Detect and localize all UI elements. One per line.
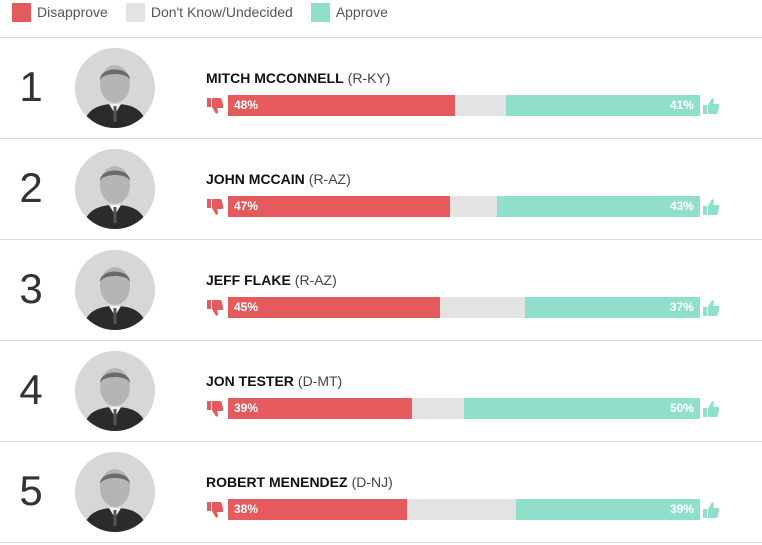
senator-row: 5 ROBERT MENENDEZ (D-NJ) 38% 39%: [0, 442, 762, 543]
legend-disapprove-label: Disapprove: [37, 4, 108, 20]
approve-segment: 39%: [515, 499, 700, 520]
approval-bar: 47% 43%: [228, 196, 700, 217]
senator-name-line: JEFF FLAKE (R-AZ): [206, 272, 337, 288]
approve-segment: 50%: [463, 398, 700, 419]
senator-party: (D-MT): [297, 373, 343, 389]
legend-undecided-label: Don't Know/Undecided: [150, 4, 293, 20]
avatar: [75, 452, 155, 532]
approve-value: 50%: [669, 401, 694, 415]
avatar: [75, 351, 155, 431]
approve-value: 39%: [669, 502, 694, 516]
approve-segment: 37%: [525, 297, 700, 318]
disapprove-segment: 38%: [228, 499, 408, 520]
legend-approve: Approve: [310, 2, 388, 22]
rank-number: 1: [19, 63, 43, 110]
disapprove-segment: 39%: [228, 398, 413, 419]
senator-row: 3 JEFF FLAKE (R-AZ) 45% 37%: [0, 240, 762, 341]
thumbs-down-icon: [206, 501, 224, 519]
senator-name: JEFF FLAKE: [206, 272, 291, 288]
disapprove-value: 38%: [234, 502, 259, 516]
undecided-segment: [454, 95, 507, 116]
approval-bar-group: 48% 41%: [206, 95, 726, 116]
rank-number: 2: [19, 164, 43, 211]
approval-bar: 39% 50%: [228, 398, 700, 419]
disapprove-segment: 47%: [228, 196, 450, 217]
approval-bar-group: 39% 50%: [206, 398, 726, 419]
thumbs-up-icon: [702, 400, 720, 418]
undecided-segment: [440, 297, 526, 318]
approve-swatch: [310, 2, 330, 22]
senator-row: 4 JON TESTER (D-MT) 39% 50%: [0, 341, 762, 442]
senator-name-line: JON TESTER (D-MT): [206, 373, 342, 389]
disapprove-value: 47%: [234, 199, 259, 213]
thumbs-up-icon: [702, 198, 720, 216]
senator-party: (R-KY): [347, 70, 391, 86]
approval-bar: 48% 41%: [228, 95, 700, 116]
thumbs-down-icon: [206, 198, 224, 216]
approve-value: 37%: [669, 300, 694, 314]
undecided-segment: [407, 499, 516, 520]
avatar: [75, 48, 155, 128]
disapprove-value: 48%: [234, 98, 259, 112]
rank-number: 3: [19, 265, 43, 312]
senator-name-line: ROBERT MENENDEZ (D-NJ): [206, 474, 393, 490]
senator-row: 2 JOHN MCCAIN (R-AZ) 47% 43%: [0, 139, 762, 240]
thumbs-down-icon: [206, 97, 224, 115]
approval-bar: 38% 39%: [228, 499, 700, 520]
approve-value: 41%: [669, 98, 694, 112]
senator-party: (R-AZ): [294, 272, 337, 288]
senator-name: JON TESTER: [206, 373, 294, 389]
approval-bar: 45% 37%: [228, 297, 700, 318]
approval-bar-group: 38% 39%: [206, 499, 726, 520]
rank-number: 4: [19, 366, 43, 413]
disapprove-value: 45%: [234, 300, 259, 314]
undecided-segment: [412, 398, 464, 419]
approve-segment: 41%: [506, 95, 700, 116]
legend: Disapprove Don't Know/Undecided Approve: [12, 2, 406, 22]
senator-name: JOHN MCCAIN: [206, 171, 305, 187]
approval-bar-group: 47% 43%: [206, 196, 726, 217]
thumbs-up-icon: [702, 97, 720, 115]
senator-row: 1 MITCH MCCONNELL (R-KY) 48% 41%: [0, 37, 762, 139]
legend-disapprove: Disapprove: [12, 2, 108, 22]
thumbs-down-icon: [206, 400, 224, 418]
avatar: [75, 250, 155, 330]
senator-list: 1 MITCH MCCONNELL (R-KY) 48% 41% 2 JOH: [0, 37, 762, 543]
senator-name-line: MITCH MCCONNELL (R-KY): [206, 70, 390, 86]
senator-name: ROBERT MENENDEZ: [206, 474, 348, 490]
senator-party: (R-AZ): [308, 171, 351, 187]
disapprove-segment: 45%: [228, 297, 441, 318]
approve-value: 43%: [669, 199, 694, 213]
legend-approve-label: Approve: [335, 4, 388, 20]
rank-number: 5: [19, 467, 43, 514]
senator-party: (D-NJ): [351, 474, 393, 490]
senator-name-line: JOHN MCCAIN (R-AZ): [206, 171, 351, 187]
thumbs-up-icon: [702, 501, 720, 519]
disapprove-segment: 48%: [228, 95, 455, 116]
undecided-swatch: [125, 2, 145, 22]
thumbs-down-icon: [206, 299, 224, 317]
avatar: [75, 149, 155, 229]
approval-bar-group: 45% 37%: [206, 297, 726, 318]
disapprove-value: 39%: [234, 401, 259, 415]
senator-name: MITCH MCCONNELL: [206, 70, 344, 86]
legend-undecided: Don't Know/Undecided: [125, 2, 293, 22]
approve-segment: 43%: [497, 196, 700, 217]
thumbs-up-icon: [702, 299, 720, 317]
undecided-segment: [449, 196, 498, 217]
disapprove-swatch: [12, 2, 31, 22]
